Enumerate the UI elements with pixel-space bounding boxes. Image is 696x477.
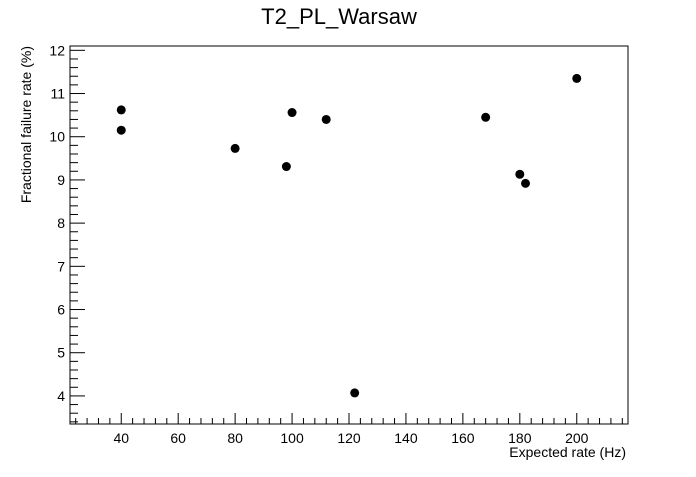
y-tick-label: 11: [50, 86, 65, 102]
x-tick-label: 180: [508, 430, 532, 446]
x-tick-label: 160: [451, 430, 475, 446]
y-tick-label: 9: [57, 172, 65, 188]
x-axis-label: Expected rate (Hz): [509, 444, 626, 460]
plot-frame: [69, 45, 629, 425]
y-tick-label: 8: [57, 215, 65, 231]
chart-title: T2_PL_Warsaw: [261, 4, 417, 29]
data-point: [321, 114, 331, 124]
data-point: [521, 178, 531, 188]
y-tick-label: 10: [49, 129, 65, 145]
y-tick-label: 5: [57, 345, 65, 361]
y-tick-label: 7: [57, 258, 65, 274]
x-tick-label: 80: [227, 430, 243, 446]
data-point: [287, 108, 297, 118]
x-tick-label: 40: [113, 430, 129, 446]
data-point: [572, 73, 582, 83]
x-tick-label: 120: [337, 430, 361, 446]
y-tick-label: 6: [57, 302, 65, 318]
data-point: [116, 125, 126, 135]
y-tick-label: 4: [57, 388, 65, 404]
x-tick-label: 100: [280, 430, 304, 446]
y-axis: 4 5 6 7 8 9 10 11 12: [49, 42, 85, 423]
x-tick-label: 140: [394, 430, 418, 446]
data-point: [481, 112, 491, 122]
data-point: [230, 143, 240, 153]
x-tick-label: 60: [170, 430, 186, 446]
data-point: [515, 169, 525, 179]
data-points: [116, 73, 582, 398]
x-axis: 40 60 80 100 120 140 160 180 200: [75, 413, 623, 446]
x-tick-label: 200: [565, 430, 589, 446]
y-axis-label: Fractional failure rate (%): [18, 46, 34, 203]
data-point: [350, 388, 360, 398]
data-point: [281, 162, 291, 172]
data-point: [116, 105, 126, 115]
y-tick-label: 12: [49, 42, 65, 58]
